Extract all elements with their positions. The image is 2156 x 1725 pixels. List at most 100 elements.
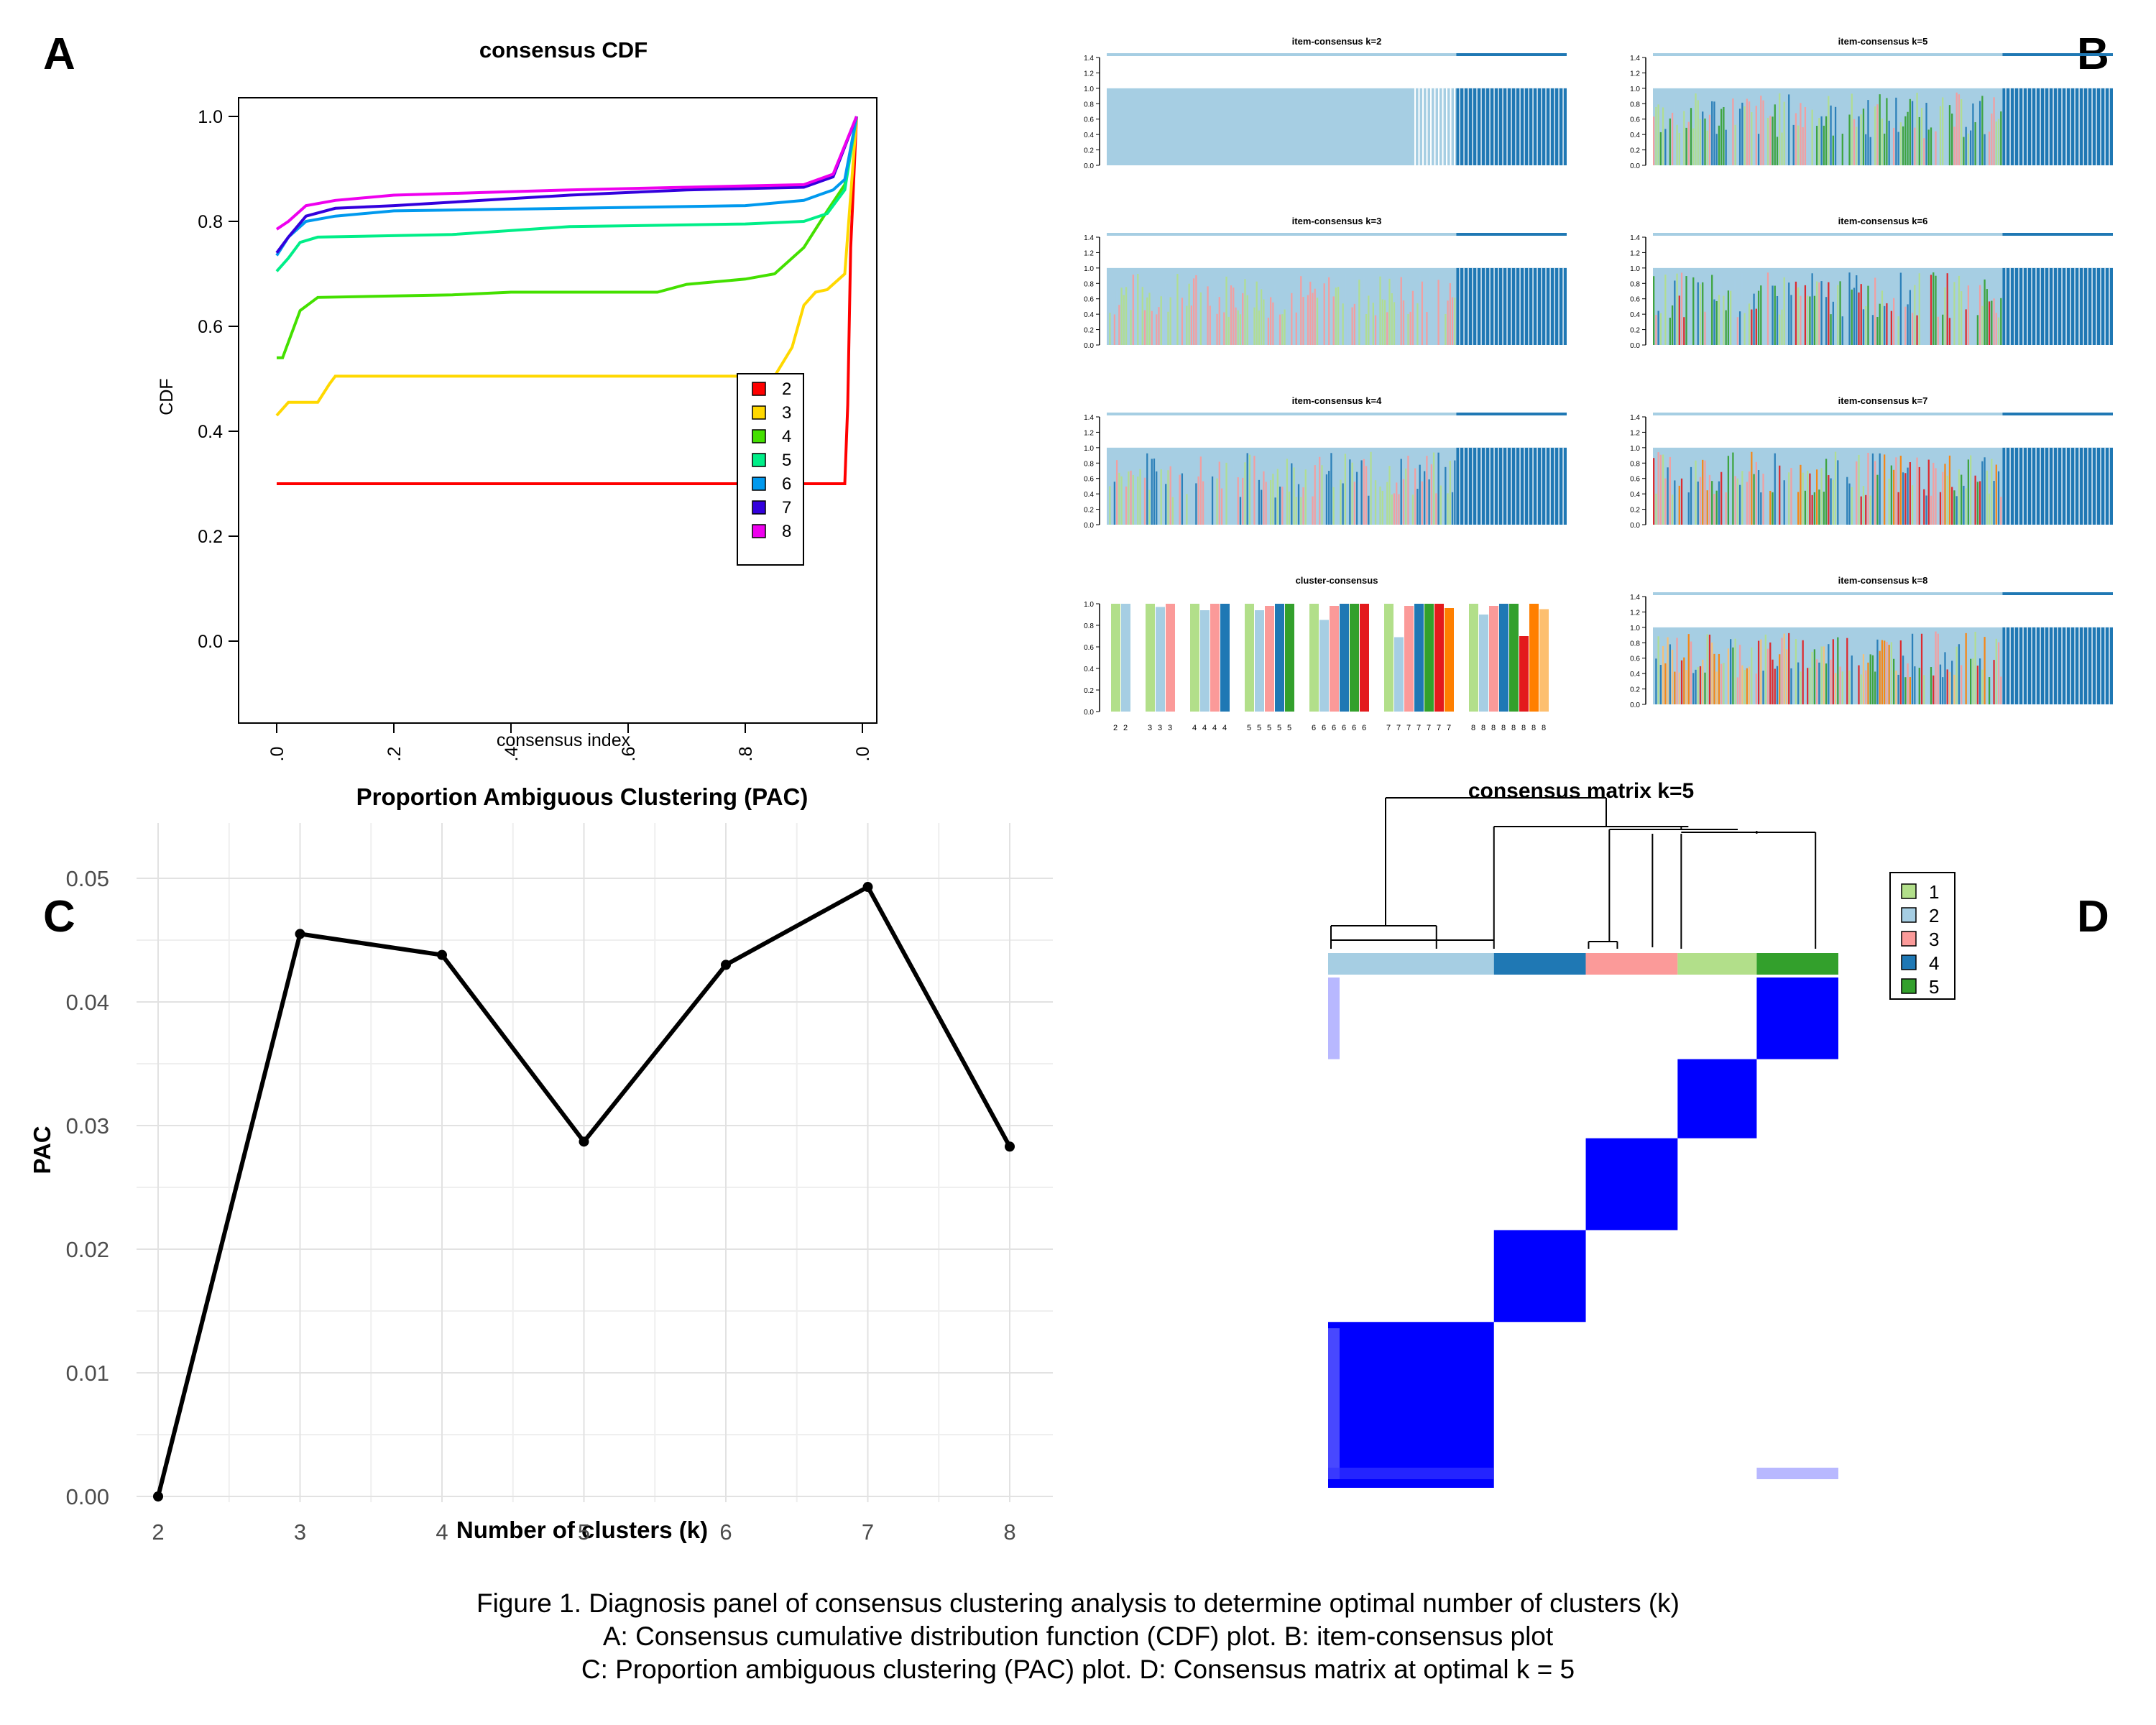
- item-consensus-bar: [1853, 468, 1856, 525]
- item-consensus-bar: [1216, 478, 1218, 525]
- item-consensus-bar-gap: [2104, 447, 2106, 525]
- item-consensus-bar-gap: [2044, 627, 2045, 704]
- item-consensus-bar: [1967, 459, 1970, 525]
- item-consensus-bar: [1718, 125, 1720, 165]
- cluster-consensus-x-label: 3: [1168, 724, 1172, 732]
- item-consensus-bar-gap: [2035, 447, 2037, 525]
- item-consensus-bar: [1396, 482, 1398, 525]
- item-consensus-bar: [1687, 634, 1690, 704]
- item-consensus-bar: [1837, 285, 1839, 345]
- item-consensus-bar: [1942, 472, 1944, 525]
- item-consensus-bar: [1233, 288, 1235, 345]
- item-consensus-bar: [1297, 287, 1300, 345]
- item-consensus-bar: [1730, 290, 1732, 345]
- item-consensus-bar: [1800, 103, 1802, 165]
- item-consensus-bar: [1965, 126, 1967, 165]
- item-consensus-bar: [1405, 468, 1407, 525]
- item-consensus-title-k3: item-consensus k=3: [1292, 216, 1382, 226]
- item-consensus-bar: [1137, 477, 1139, 525]
- cluster-consensus-bar-k4: [1200, 610, 1210, 712]
- item-consensus-bar-gap: [1502, 88, 1503, 165]
- item-consensus-bar: [1680, 272, 1683, 345]
- cluster-consensus-y-tick-label: 0.2: [1084, 687, 1094, 695]
- item-consensus-bar: [1797, 492, 1800, 525]
- item-consensus-bar: [1755, 461, 1757, 525]
- item-consensus-bar: [1242, 477, 1244, 525]
- item-consensus-bar: [1785, 313, 1788, 345]
- item-consensus-bar: [1881, 640, 1884, 704]
- item-consensus-bar: [1961, 474, 1963, 525]
- pac-point-k6: [721, 960, 731, 970]
- item-consensus-bar: [1813, 649, 1816, 704]
- pac-y-tick-label: 0.03: [66, 1113, 109, 1138]
- item-consensus-bar: [1662, 280, 1664, 345]
- item-consensus-bar: [1428, 273, 1430, 345]
- item-consensus-bar: [1830, 659, 1832, 704]
- item-consensus-bar: [1862, 109, 1865, 165]
- item-consensus-bar: [1899, 456, 1902, 525]
- item-consensus-bar: [1659, 313, 1662, 345]
- item-consensus-bar: [1676, 638, 1678, 704]
- item-consensus-bar: [1741, 471, 1743, 525]
- item-consensus-bar: [1697, 481, 1699, 525]
- consensus-block-cluster-3: [1585, 1138, 1678, 1230]
- item-consensus-y-tick-label: 1.2: [1084, 70, 1094, 78]
- item-consensus-y-tick-label: 0.6: [1630, 296, 1640, 304]
- item-consensus-bar-gap: [1459, 447, 1460, 525]
- item-consensus-bar: [1981, 669, 1984, 704]
- item-consensus-bar: [1454, 298, 1456, 345]
- item-consensus-bar: [1823, 277, 1825, 345]
- item-consensus-bar: [1695, 93, 1697, 165]
- item-consensus-bar: [1451, 492, 1454, 525]
- item-consensus-bar: [1914, 490, 1916, 525]
- item-consensus-bar: [1867, 662, 1869, 704]
- cluster-consensus-y-tick-label: 0.0: [1084, 709, 1094, 717]
- item-consensus-bar: [1760, 639, 1762, 704]
- item-consensus-bar: [1687, 492, 1690, 525]
- item-consensus-bar-gap: [2035, 88, 2037, 165]
- item-consensus-bar: [1828, 644, 1830, 704]
- item-consensus-bar-gap: [1515, 447, 1516, 525]
- item-consensus-bar: [1227, 479, 1230, 525]
- panel-label-d: D: [2077, 892, 2109, 942]
- item-consensus-bar: [1267, 317, 1270, 345]
- item-consensus-y-tick-label: 0.8: [1084, 280, 1094, 288]
- item-consensus-bar-gap: [2035, 267, 2037, 345]
- item-consensus-bar: [1667, 637, 1669, 704]
- cdf-y-tick-label: 0.6: [198, 317, 223, 337]
- item-consensus-bar: [1447, 300, 1449, 345]
- cluster-consensus-x-label: 6: [1312, 724, 1316, 732]
- item-consensus-bar: [1690, 294, 1692, 345]
- item-consensus-bar: [1834, 673, 1837, 704]
- item-consensus-bar: [1970, 658, 1972, 704]
- item-consensus-y-tick-label: 0.4: [1630, 491, 1640, 499]
- item-consensus-bar: [1328, 277, 1330, 345]
- item-consensus-bar: [1899, 272, 1902, 345]
- item-consensus-bar: [1153, 301, 1156, 345]
- item-consensus-bar: [1911, 313, 1914, 345]
- item-consensus-bar: [1843, 468, 1846, 525]
- item-consensus-bar: [1659, 454, 1662, 525]
- item-consensus-bar: [1199, 292, 1202, 345]
- item-consensus-bar-gap: [2074, 447, 2076, 525]
- item-consensus-bar: [1762, 474, 1764, 525]
- pac-x-tick-label: 6: [719, 1519, 732, 1545]
- item-consensus-bar: [1445, 313, 1447, 345]
- item-consensus-bar: [1937, 316, 1939, 345]
- item-consensus-bar-gap: [2091, 627, 2093, 704]
- item-consensus-bar: [1904, 306, 1907, 345]
- item-consensus-bar: [1655, 106, 1657, 165]
- item-consensus-bar: [1139, 469, 1141, 525]
- item-consensus-bar: [1927, 643, 1930, 704]
- cdf-legend-swatch-k6: [752, 477, 766, 491]
- item-consensus-bar: [1963, 485, 1965, 525]
- item-consensus-bar: [1235, 496, 1237, 525]
- item-consensus-bar: [1692, 277, 1695, 345]
- item-consensus-bar-gap: [1480, 267, 1482, 345]
- item-consensus-bar: [1848, 114, 1851, 165]
- item-consensus-bar: [1261, 289, 1263, 345]
- item-consensus-y-tick-label: 0.4: [1084, 491, 1094, 499]
- cluster-consensus-title: cluster-consensus: [1296, 575, 1378, 586]
- item-consensus-y-tick-label: 0.4: [1630, 132, 1640, 139]
- item-consensus-bar: [1772, 285, 1774, 345]
